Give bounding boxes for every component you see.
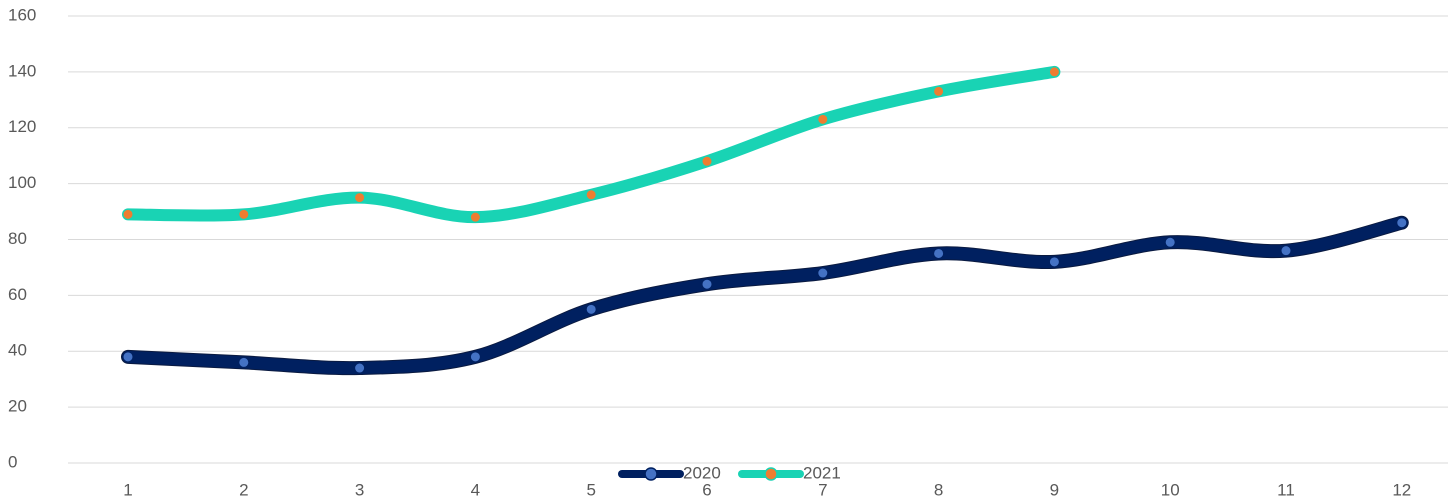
marker — [701, 155, 713, 167]
y-tick-label: 20 — [8, 397, 27, 416]
x-tick-label: 4 — [471, 480, 480, 499]
x-tick-label: 5 — [586, 480, 595, 499]
series-line — [122, 216, 1408, 375]
legend-item: 2020 — [618, 463, 721, 482]
y-tick-label: 40 — [8, 341, 27, 360]
x-tick-label: 6 — [702, 480, 711, 499]
marker — [122, 208, 134, 220]
marker — [122, 351, 134, 363]
y-tick-label: 100 — [8, 173, 36, 192]
marker — [1396, 217, 1408, 229]
y-tick-label: 0 — [8, 452, 17, 471]
legend-marker — [644, 467, 658, 481]
x-tick-label: 2 — [239, 480, 248, 499]
x-tick-label: 8 — [934, 480, 943, 499]
marker — [817, 267, 829, 279]
marker — [701, 278, 713, 290]
y-tick-label: 120 — [8, 117, 36, 136]
marker — [238, 208, 250, 220]
y-tick-label: 80 — [8, 229, 27, 248]
legend-item: 2021 — [738, 463, 841, 482]
y-tick-label: 160 — [8, 5, 36, 24]
marker — [933, 247, 945, 259]
x-tick-label: 11 — [1277, 480, 1295, 499]
marker — [933, 85, 945, 97]
x-tick-label: 10 — [1161, 480, 1180, 499]
marker — [1048, 256, 1060, 268]
marker — [354, 362, 366, 374]
marker — [1280, 245, 1292, 257]
marker — [238, 356, 250, 368]
x-tick-label: 7 — [818, 480, 827, 499]
marker — [585, 303, 597, 315]
marker — [817, 113, 829, 125]
x-tick-label: 12 — [1392, 480, 1411, 499]
marker — [354, 192, 366, 204]
marker — [585, 189, 597, 201]
legend-marker — [764, 467, 778, 481]
y-tick-label: 60 — [8, 285, 27, 304]
marker — [469, 351, 481, 363]
y-tick-label: 140 — [8, 61, 36, 80]
legend-label: 2020 — [683, 463, 721, 482]
marker — [1164, 236, 1176, 248]
x-tick-label: 9 — [1050, 480, 1059, 499]
marker — [1048, 66, 1060, 78]
x-tick-label: 3 — [355, 480, 364, 499]
marker — [469, 211, 481, 223]
legend-label: 2021 — [803, 463, 841, 482]
x-tick-label: 1 — [123, 480, 132, 499]
